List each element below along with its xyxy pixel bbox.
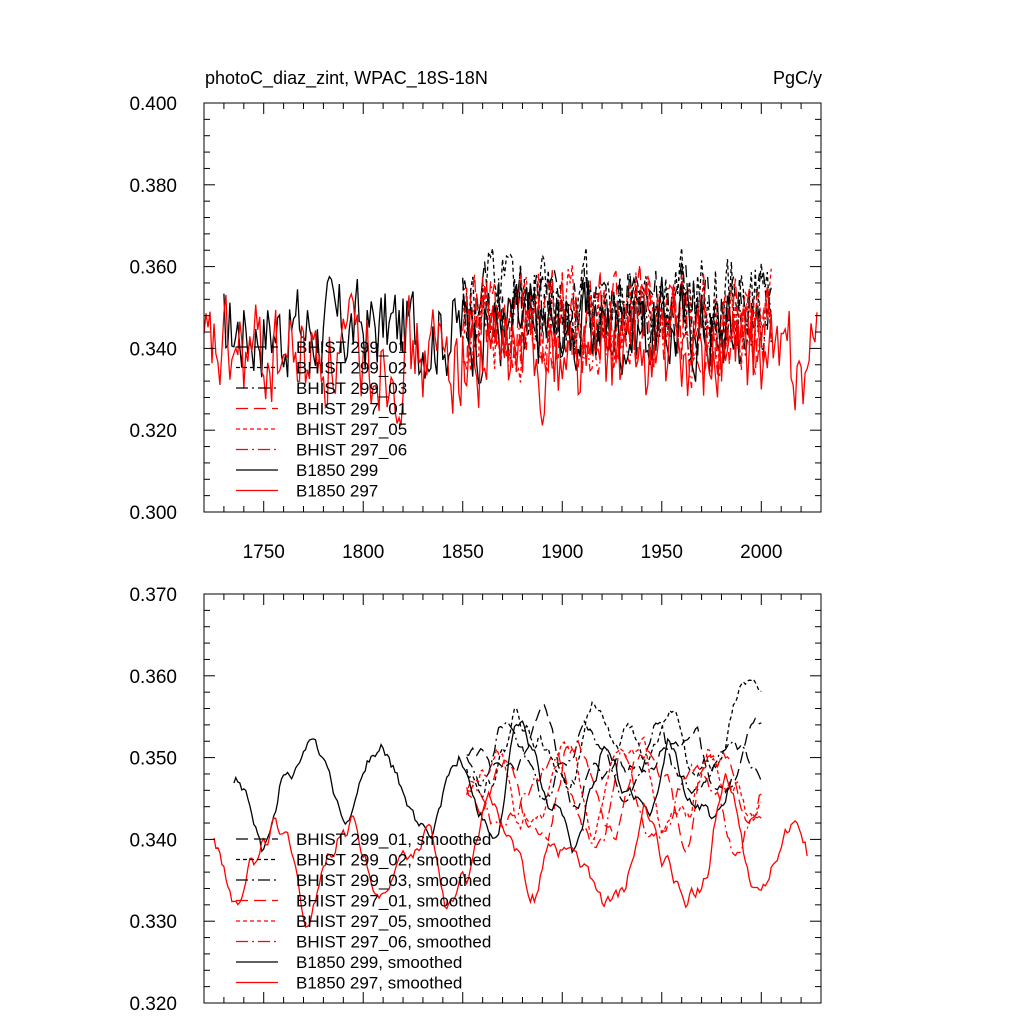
x-tick-label: 1900 xyxy=(541,542,583,563)
legend-label: B1850 297 xyxy=(296,482,378,501)
y-tick-label: 0.340 xyxy=(129,339,177,360)
y-tick-label: 0.380 xyxy=(129,176,177,197)
y-tick-label: 0.340 xyxy=(129,830,177,851)
y-tick-label: 0.320 xyxy=(129,421,177,442)
x-tick-label: 1800 xyxy=(342,542,384,563)
top-title-right: PgC/y xyxy=(773,68,822,88)
series-line-1 xyxy=(466,704,762,810)
series-line-2 xyxy=(466,678,762,799)
top-title-left: photoC_diaz_zint, WPAC_18S-18N xyxy=(205,68,488,89)
legend-label: BHIST 299_03, smoothed xyxy=(296,871,491,890)
bottom-plot-frame xyxy=(203,593,822,1004)
x-tick-label: 1950 xyxy=(641,542,683,563)
series-line-3 xyxy=(466,719,762,803)
series-line-8 xyxy=(203,291,818,426)
x-tick-label: 2000 xyxy=(740,542,782,563)
y-tick-label: 0.360 xyxy=(129,667,177,688)
y-tick-label: 0.350 xyxy=(129,749,177,770)
x-tick-label: 1750 xyxy=(243,542,285,563)
series-line-7 xyxy=(223,275,743,385)
bottom-series-group xyxy=(213,678,808,928)
series-line-6 xyxy=(466,751,762,857)
top-plot-frame xyxy=(203,102,822,513)
legend-label: BHIST 297_05 xyxy=(296,420,407,439)
legend-label: B1850 297, smoothed xyxy=(296,974,462,993)
legend-label: BHIST 299_02 xyxy=(296,359,407,378)
legend-label: BHIST 299_03 xyxy=(296,379,407,398)
y-tick-label: 0.330 xyxy=(129,912,177,933)
legend-label: BHIST 297_01 xyxy=(296,400,407,419)
y-tick-label: 0.320 xyxy=(129,994,177,1015)
top-panel: photoC_diaz_zint, WPAC_18S-18N PgC/y 0.4… xyxy=(129,68,822,563)
top-tick-labels: 0.400 0.380 0.360 0.340 0.320 0.300 1750 1800 18… xyxy=(129,94,782,563)
legend-label: BHIST 297_05, smoothed xyxy=(296,912,491,931)
y-tick-label: 0.300 xyxy=(129,503,177,524)
top-series-group xyxy=(203,247,818,426)
legend-label: BHIST 297_06, smoothed xyxy=(296,933,491,952)
legend-label: BHIST 299_02, smoothed xyxy=(296,851,491,870)
legend-label: B1850 299, smoothed xyxy=(296,953,462,972)
y-tick-label: 0.360 xyxy=(129,258,177,279)
legend-label: BHIST 297_06 xyxy=(296,441,407,460)
y-tick-label: 0.370 xyxy=(129,585,177,606)
bottom-tick-labels: 0.370 0.360 0.350 0.340 0.330 0.320 xyxy=(129,585,177,1015)
y-tick-label: 0.400 xyxy=(129,94,177,115)
bottom-legend: BHIST 299_01, smoothed BHIST 299_02, smoo… xyxy=(236,830,491,993)
legend-label: BHIST 297_01, smoothed xyxy=(296,892,491,911)
series-line-8 xyxy=(213,773,808,928)
legend-label: BHIST 299_01, smoothed xyxy=(296,830,491,849)
top-axis-ticks xyxy=(204,102,821,513)
legend-label: BHIST 299_01 xyxy=(296,338,407,357)
series-line-4 xyxy=(466,739,762,854)
bottom-panel: 0.370 0.360 0.350 0.340 0.330 0.320 BHIST 299… xyxy=(129,585,822,1015)
series-line-7 xyxy=(233,720,733,855)
series-line-5 xyxy=(466,736,762,841)
legend-label: B1850 299 xyxy=(296,461,378,480)
x-tick-label: 1850 xyxy=(442,542,484,563)
